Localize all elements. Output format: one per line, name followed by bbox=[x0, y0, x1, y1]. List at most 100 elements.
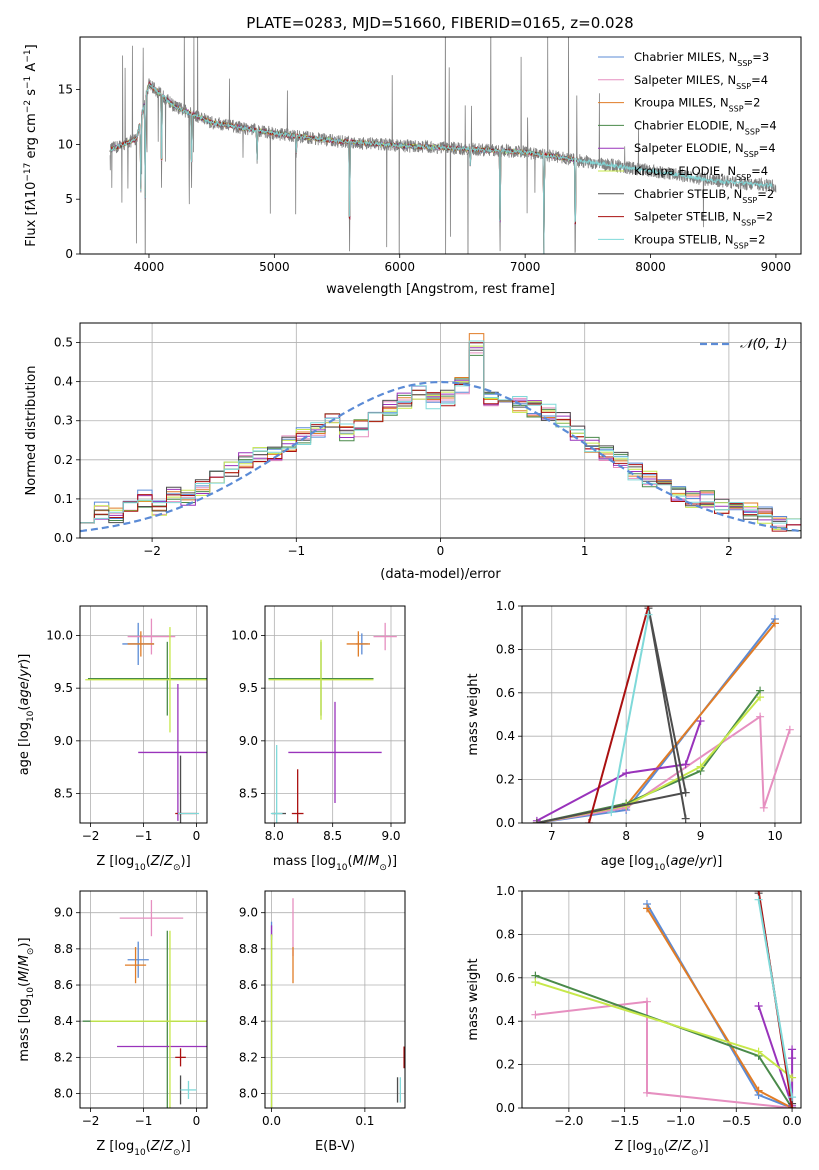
legend-label: Chabrier MILES, NSSP=3 bbox=[634, 50, 769, 68]
x-tick-label: 0 bbox=[193, 1114, 201, 1128]
observed-spectrum bbox=[109, 37, 777, 254]
histogram-series bbox=[80, 340, 801, 538]
y-axis-label: Flux [fλ10−17 erg cm−2 s−1 A−1] bbox=[23, 44, 39, 246]
legend-label: Salpeter STELIB, NSSP=2 bbox=[634, 210, 773, 228]
x-tick-label: 8.0 bbox=[265, 829, 284, 843]
legend-label: 𝒩(0, 1) bbox=[740, 337, 787, 352]
x-axis-label: Z [log10(Z/Z⊙)] bbox=[96, 1139, 190, 1158]
weight-series bbox=[535, 1000, 793, 1108]
y-tick-label: 0.2 bbox=[54, 453, 73, 467]
x-tick-label: 7 bbox=[548, 829, 556, 843]
legend-label: Kroupa STELIB, NSSP=2 bbox=[634, 232, 765, 250]
spectrum-lines bbox=[109, 37, 777, 254]
x-tick-label: −2.0 bbox=[554, 1114, 583, 1128]
weight-marker bbox=[754, 891, 763, 895]
weight-marker bbox=[788, 1093, 797, 1102]
weight-series bbox=[536, 608, 687, 823]
legend-label: Chabrier ELODIE, NSSP=4 bbox=[634, 118, 777, 136]
x-tick-label: 8 bbox=[622, 829, 630, 843]
x-tick-label: 0.0 bbox=[262, 1114, 281, 1128]
weight-marker bbox=[644, 610, 653, 619]
weight-marker bbox=[531, 978, 540, 987]
weight-series bbox=[536, 714, 791, 823]
x-tick-label: −1.0 bbox=[666, 1114, 695, 1128]
legend-label: Salpeter ELODIE, NSSP=4 bbox=[634, 141, 776, 159]
y-tick-label: 0.6 bbox=[496, 971, 515, 985]
y-tick-label: 1.0 bbox=[496, 884, 515, 898]
x-tick-label: 8.5 bbox=[323, 829, 342, 843]
x-tick-label: 9.0 bbox=[381, 829, 400, 843]
weight-series bbox=[536, 696, 761, 823]
y-tick-label: 1.0 bbox=[496, 599, 515, 613]
y-tick-label: 0.8 bbox=[496, 642, 515, 656]
y-tick-label: 0.1 bbox=[54, 492, 73, 506]
y-tick-label: 8.5 bbox=[239, 787, 258, 801]
y-tick-label: 8.2 bbox=[54, 1050, 73, 1064]
x-tick-label: 9000 bbox=[761, 260, 792, 274]
x-tick-label: 0.0 bbox=[783, 1114, 802, 1128]
weight-marker bbox=[531, 1010, 540, 1019]
x-tick-label: −1.5 bbox=[610, 1114, 639, 1128]
y-tick-label: 9.5 bbox=[54, 681, 73, 695]
x-tick-label: 0 bbox=[193, 829, 201, 843]
y-tick-label: 8.8 bbox=[54, 942, 73, 956]
x-tick-label: 6000 bbox=[384, 260, 415, 274]
x-tick-label: 7000 bbox=[510, 260, 541, 274]
weight-lines bbox=[531, 891, 797, 1108]
legend-label: Kroupa ELODIE, NSSP=4 bbox=[634, 164, 768, 182]
y-tick-label: 0.0 bbox=[496, 1101, 515, 1115]
weight-marker bbox=[642, 997, 651, 1006]
y-axis-label: mass weight bbox=[466, 958, 481, 1040]
y-tick-label: 0.3 bbox=[54, 414, 73, 428]
y-tick-label: 8.0 bbox=[239, 1087, 258, 1101]
weight-marker bbox=[644, 606, 653, 610]
x-axis-label: (data-model)/error bbox=[380, 567, 501, 582]
mass-vs-metallicity-panel: −2 −1 0 8.0 8.2 8.4 8.6 8.8 9.0 Z [log10(Z/Z⊙)] ma… bbox=[17, 890, 208, 1158]
mass-weight-vs-metallicity-panel: −2.0 −1.5 −1.0 −0.5 0.0 0.0 0.2 0.4 0.6 0.8 1.0 Z [… bbox=[466, 884, 802, 1158]
x-tick-label: 4000 bbox=[134, 260, 165, 274]
histogram-lines bbox=[80, 333, 801, 538]
weight-marker bbox=[584, 819, 593, 823]
y-tick-label: 0.0 bbox=[54, 531, 73, 545]
y-tick-label: 0.5 bbox=[54, 336, 73, 350]
error-bars bbox=[270, 898, 405, 1108]
y-tick-label: 8.4 bbox=[239, 1014, 258, 1028]
x-tick-label: 10 bbox=[767, 829, 782, 843]
x-tick-label: −1 bbox=[135, 829, 153, 843]
weight-marker bbox=[788, 1045, 797, 1054]
weight-marker bbox=[532, 819, 541, 823]
x-axis-label: age [log10(age/yr)] bbox=[601, 854, 723, 873]
age-vs-metallicity-panel: −2 −1 0 8.5 9.0 9.5 10.0 Z [log10(Z/Z⊙)] age [lo… bbox=[17, 605, 208, 873]
x-tick-label: 8000 bbox=[635, 260, 666, 274]
weight-marker bbox=[756, 693, 765, 702]
y-tick-label: 10.0 bbox=[46, 628, 73, 642]
y-tick-label: 8.4 bbox=[54, 1014, 73, 1028]
x-tick-label: 1 bbox=[581, 544, 589, 558]
y-tick-label: 0.4 bbox=[54, 375, 73, 389]
error-bars bbox=[268, 622, 397, 823]
y-axis-label: mass [log10(M/M⊙)] bbox=[17, 937, 36, 1061]
x-tick-label: −1 bbox=[135, 1114, 153, 1128]
legend-label: Chabrier STELIB, NSSP=2 bbox=[634, 187, 774, 205]
weight-series bbox=[610, 614, 650, 813]
x-tick-label: −1 bbox=[287, 544, 305, 558]
y-tick-label: 0.4 bbox=[496, 1014, 515, 1028]
x-axis-label: mass [log10(M/M⊙)] bbox=[273, 854, 397, 873]
x-axis-label: Z [log10(Z/Z⊙)] bbox=[96, 854, 190, 873]
weight-marker bbox=[754, 1086, 763, 1095]
legend: Chabrier MILES, NSSP=3 Salpeter MILES, NS… bbox=[598, 50, 777, 250]
y-axis-label: age [log10(age/yr)] bbox=[17, 654, 36, 776]
weight-marker bbox=[754, 895, 763, 904]
spectrum-panel: 4000 5000 6000 7000 8000 9000 0 5 10 15 wavelength… bbox=[23, 36, 802, 297]
y-tick-label: 10.0 bbox=[231, 628, 258, 642]
weight-marker bbox=[770, 619, 779, 628]
weight-marker bbox=[756, 712, 765, 721]
figure-title: PLATE=0283, MJD=51660, FIBERID=0165, z=0… bbox=[246, 14, 633, 32]
y-tick-label: 9.0 bbox=[54, 906, 73, 920]
y-tick-label: 8.0 bbox=[54, 1087, 73, 1101]
weight-marker bbox=[788, 1054, 797, 1063]
axes-frame bbox=[79, 605, 208, 824]
weight-marker bbox=[681, 760, 690, 769]
residual-histogram-panel: −2 −1 0 1 2 0.0 0.1 0.2 0.3 0.4 0.5 (data-model)/er… bbox=[24, 322, 802, 582]
